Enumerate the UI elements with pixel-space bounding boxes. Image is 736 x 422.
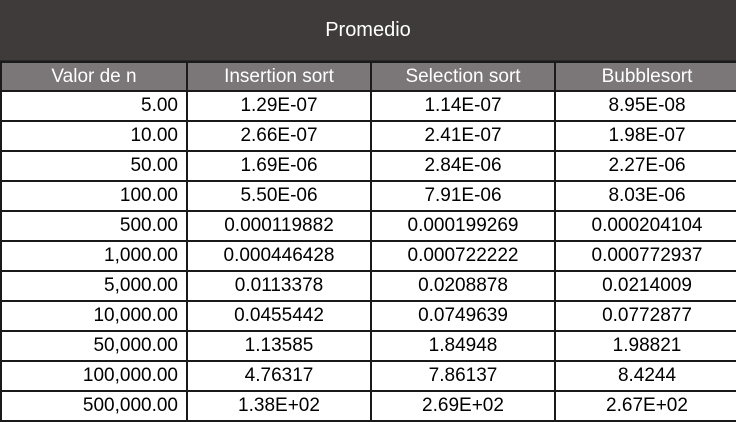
cell-insertion-sort-value: 4.76317 xyxy=(186,360,372,392)
table-row: 50.00 1.69E-06 2.84E-06 2.27E-06 xyxy=(0,150,736,182)
cell-selection-sort-value: 1.14E-07 xyxy=(370,90,556,122)
cell-n-value: 100.00 xyxy=(0,180,188,212)
cell-selection-sort-value: 2.84E-06 xyxy=(370,150,556,182)
cell-n-value: 50.00 xyxy=(0,150,188,182)
cell-n-value: 10,000.00 xyxy=(0,300,188,332)
column-header-selection-sort: Selection sort xyxy=(370,61,556,92)
table-row: 100,000.00 4.76317 7.86137 8.4244 xyxy=(0,360,736,392)
table-row: 5,000.00 0.0113378 0.0208878 0.0214009 xyxy=(0,270,736,302)
cell-insertion-sort-value: 0.000119882 xyxy=(186,210,372,242)
column-header-bubblesort: Bubblesort xyxy=(554,61,736,92)
table-row: 500.00 0.000119882 0.000199269 0.000204104 xyxy=(0,210,736,242)
table-row: 10.00 2.66E-07 2.41E-07 1.98E-07 xyxy=(0,120,736,152)
cell-bubblesort-value: 2.67E+02 xyxy=(554,390,736,422)
cell-insertion-sort-value: 1.69E-06 xyxy=(186,150,372,182)
cell-bubblesort-value: 0.000204104 xyxy=(554,210,736,242)
table-row: 10,000.00 0.0455442 0.0749639 0.0772877 xyxy=(0,300,736,332)
cell-insertion-sort-value: 0.0113378 xyxy=(186,270,372,302)
cell-n-value: 500,000.00 xyxy=(0,390,188,422)
column-header-n: Valor de n xyxy=(0,61,188,92)
cell-bubblesort-value: 0.000772937 xyxy=(554,240,736,272)
cell-n-value: 500.00 xyxy=(0,210,188,242)
cell-selection-sort-value: 1.84948 xyxy=(370,330,556,362)
cell-bubblesort-value: 0.0214009 xyxy=(554,270,736,302)
cell-n-value: 5,000.00 xyxy=(0,270,188,302)
cell-n-value: 5.00 xyxy=(0,90,188,122)
cell-n-value: 1,000.00 xyxy=(0,240,188,272)
cell-selection-sort-value: 0.0749639 xyxy=(370,300,556,332)
table-row: 100.00 5.50E-06 7.91E-06 8.03E-06 xyxy=(0,180,736,212)
cell-bubblesort-value: 1.98E-07 xyxy=(554,120,736,152)
cell-insertion-sort-value: 0.0455442 xyxy=(186,300,372,332)
cell-selection-sort-value: 2.41E-07 xyxy=(370,120,556,152)
cell-n-value: 50,000.00 xyxy=(0,330,188,362)
cell-insertion-sort-value: 1.38E+02 xyxy=(186,390,372,422)
header-row: Valor de n Insertion sort Selection sort… xyxy=(0,61,736,92)
cell-bubblesort-value: 0.0772877 xyxy=(554,300,736,332)
results-table: Valor de n Insertion sort Selection sort… xyxy=(0,61,736,422)
cell-insertion-sort-value: 0.000446428 xyxy=(186,240,372,272)
cell-bubblesort-value: 8.03E-06 xyxy=(554,180,736,212)
cell-insertion-sort-value: 2.66E-07 xyxy=(186,120,372,152)
cell-insertion-sort-value: 1.13585 xyxy=(186,330,372,362)
table-row: 5.00 1.29E-07 1.14E-07 8.95E-08 xyxy=(0,90,736,122)
cell-bubblesort-value: 8.4244 xyxy=(554,360,736,392)
cell-selection-sort-value: 0.000722222 xyxy=(370,240,556,272)
cell-bubblesort-value: 8.95E-08 xyxy=(554,90,736,122)
cell-insertion-sort-value: 5.50E-06 xyxy=(186,180,372,212)
cell-selection-sort-value: 0.000199269 xyxy=(370,210,556,242)
cell-selection-sort-value: 7.91E-06 xyxy=(370,180,556,212)
cell-n-value: 10.00 xyxy=(0,120,188,152)
cell-selection-sort-value: 2.69E+02 xyxy=(370,390,556,422)
cell-bubblesort-value: 2.27E-06 xyxy=(554,150,736,182)
cell-selection-sort-value: 7.86137 xyxy=(370,360,556,392)
cell-selection-sort-value: 0.0208878 xyxy=(370,270,556,302)
table-row: 500,000.00 1.38E+02 2.69E+02 2.67E+02 xyxy=(0,390,736,422)
cell-bubblesort-value: 1.98821 xyxy=(554,330,736,362)
table-row: 1,000.00 0.000446428 0.000722222 0.00077293… xyxy=(0,240,736,272)
column-header-insertion-sort: Insertion sort xyxy=(186,61,372,92)
table-row: 50,000.00 1.13585 1.84948 1.98821 xyxy=(0,330,736,362)
table-title: Promedio xyxy=(0,0,736,61)
cell-insertion-sort-value: 1.29E-07 xyxy=(186,90,372,122)
cell-n-value: 100,000.00 xyxy=(0,360,188,392)
